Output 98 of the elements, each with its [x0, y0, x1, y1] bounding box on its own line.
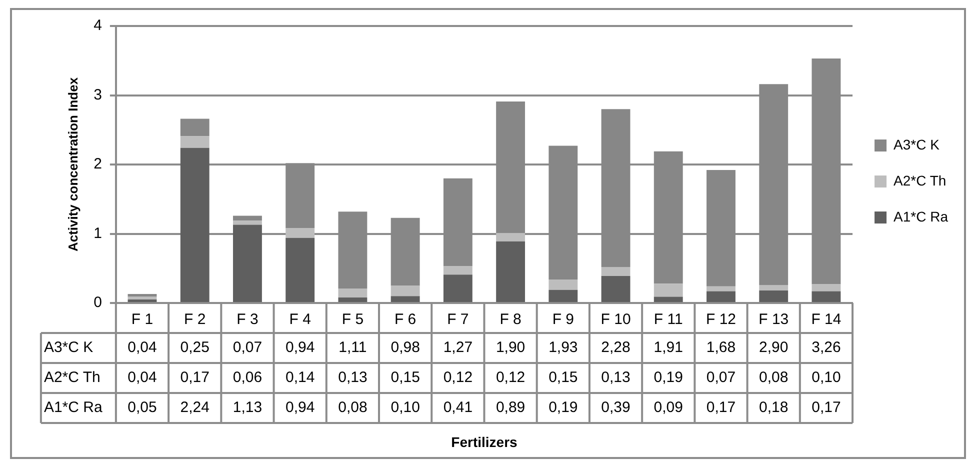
data-label: 1,11 [338, 339, 367, 356]
legend-label: A2*C Th [894, 172, 946, 188]
data-label: 0,19 [654, 369, 683, 386]
y-tick-label: 1 [94, 224, 102, 242]
data-label: 2,90 [759, 339, 788, 356]
bar [180, 136, 210, 148]
data-label: 0,12 [443, 369, 473, 386]
bar [233, 216, 262, 221]
y-tick-label: 0 [94, 294, 102, 312]
data-label: 0,17 [180, 369, 210, 386]
x-tick-label: F 5 [342, 311, 364, 328]
data-label: 0,07 [706, 369, 736, 386]
bar [601, 266, 630, 276]
data-label: 0,41 [443, 399, 473, 416]
bar [338, 297, 368, 302]
data-label: 0,08 [338, 399, 368, 416]
legend-label: A1*C Ra [894, 208, 948, 224]
bar [286, 228, 315, 238]
bar [812, 284, 841, 292]
x-tick-label: F 3 [236, 311, 258, 328]
data-label: 3,26 [812, 339, 841, 356]
bar [233, 220, 262, 225]
bar [548, 290, 578, 302]
data-label: 1,27 [443, 339, 473, 356]
data-label: 0,14 [285, 369, 315, 386]
x-tick-label: F 7 [447, 311, 469, 328]
data-label: 0,25 [180, 339, 210, 356]
text: A1*C Ra [44, 399, 102, 416]
data-label: 0,17 [812, 399, 841, 416]
bar [180, 118, 210, 136]
data-label: 0,10 [812, 369, 841, 386]
bar [496, 233, 526, 242]
data-label: 1,90 [496, 339, 526, 356]
data-label: 1,91 [654, 339, 683, 356]
x-tick-label: F 6 [394, 311, 416, 328]
data-label: 0,04 [128, 369, 157, 386]
x-tick-label: F 12 [706, 311, 736, 328]
data-label: 0,10 [390, 399, 420, 416]
data-label: 0,13 [601, 369, 630, 386]
bar [286, 238, 315, 302]
bar [706, 286, 736, 292]
y-tick-label: 4 [94, 17, 102, 34]
data-label: 0,39 [601, 399, 630, 416]
x-tick-label: F 1 [131, 311, 154, 328]
bar [390, 286, 420, 296]
text: A2*C Th [44, 369, 100, 386]
bar [759, 290, 788, 302]
data-label: 0,94 [285, 399, 315, 416]
data-label: 0,04 [128, 339, 157, 356]
data-label: 2,28 [601, 339, 630, 356]
text: A3*C K [44, 339, 94, 356]
bar [601, 276, 630, 302]
data-label: 1,13 [232, 399, 262, 416]
data-label: 2,24 [180, 399, 210, 416]
bar [759, 284, 788, 291]
x-tick-label: F 8 [500, 311, 522, 328]
x-tick-label: F 11 [654, 311, 683, 328]
legend-label: A3*C K [894, 136, 940, 152]
data-label: 1,93 [548, 339, 578, 356]
bar [496, 241, 526, 302]
bar [233, 224, 262, 302]
bar [706, 291, 736, 302]
bar [390, 296, 420, 302]
x-tick-label: F 10 [600, 311, 631, 328]
bar [654, 284, 683, 297]
bar [812, 291, 841, 302]
data-label: 0,08 [759, 369, 788, 386]
y-tick-label: 2 [94, 156, 102, 173]
x-tick-label: F 13 [758, 311, 789, 328]
data-label: 0,15 [548, 369, 578, 386]
x-tick-label: F 9 [552, 311, 574, 328]
x-tick-label: F 2 [184, 311, 206, 328]
bar [443, 274, 472, 302]
data-label: 0,98 [390, 339, 420, 356]
data-label: 0,18 [759, 399, 788, 416]
data-label: 0,89 [496, 399, 526, 416]
bar [128, 294, 157, 297]
data-label: 0,06 [232, 369, 262, 386]
y-axis-title: Activity concentration Index [65, 76, 80, 252]
data-label: 0,15 [390, 369, 420, 386]
bar [548, 279, 578, 290]
data-label: 0,17 [706, 399, 736, 416]
bar [443, 266, 472, 275]
bar [654, 296, 683, 302]
data-label: 0,12 [496, 369, 526, 386]
text: Fertilizers [451, 434, 518, 450]
x-tick-label: F 4 [289, 311, 311, 328]
data-label: 0,94 [285, 339, 315, 356]
y-tick-label: 3 [94, 86, 102, 104]
data-label: 0,05 [128, 399, 157, 416]
bar [338, 288, 368, 298]
data-label: 0,19 [548, 399, 578, 416]
data-label: 1,68 [706, 339, 736, 356]
x-tick-label: F 14 [811, 311, 842, 328]
bar [180, 148, 210, 302]
data-label: 0,13 [338, 369, 368, 386]
data-label: 0,07 [232, 339, 262, 356]
data-label: 0,09 [654, 399, 683, 416]
